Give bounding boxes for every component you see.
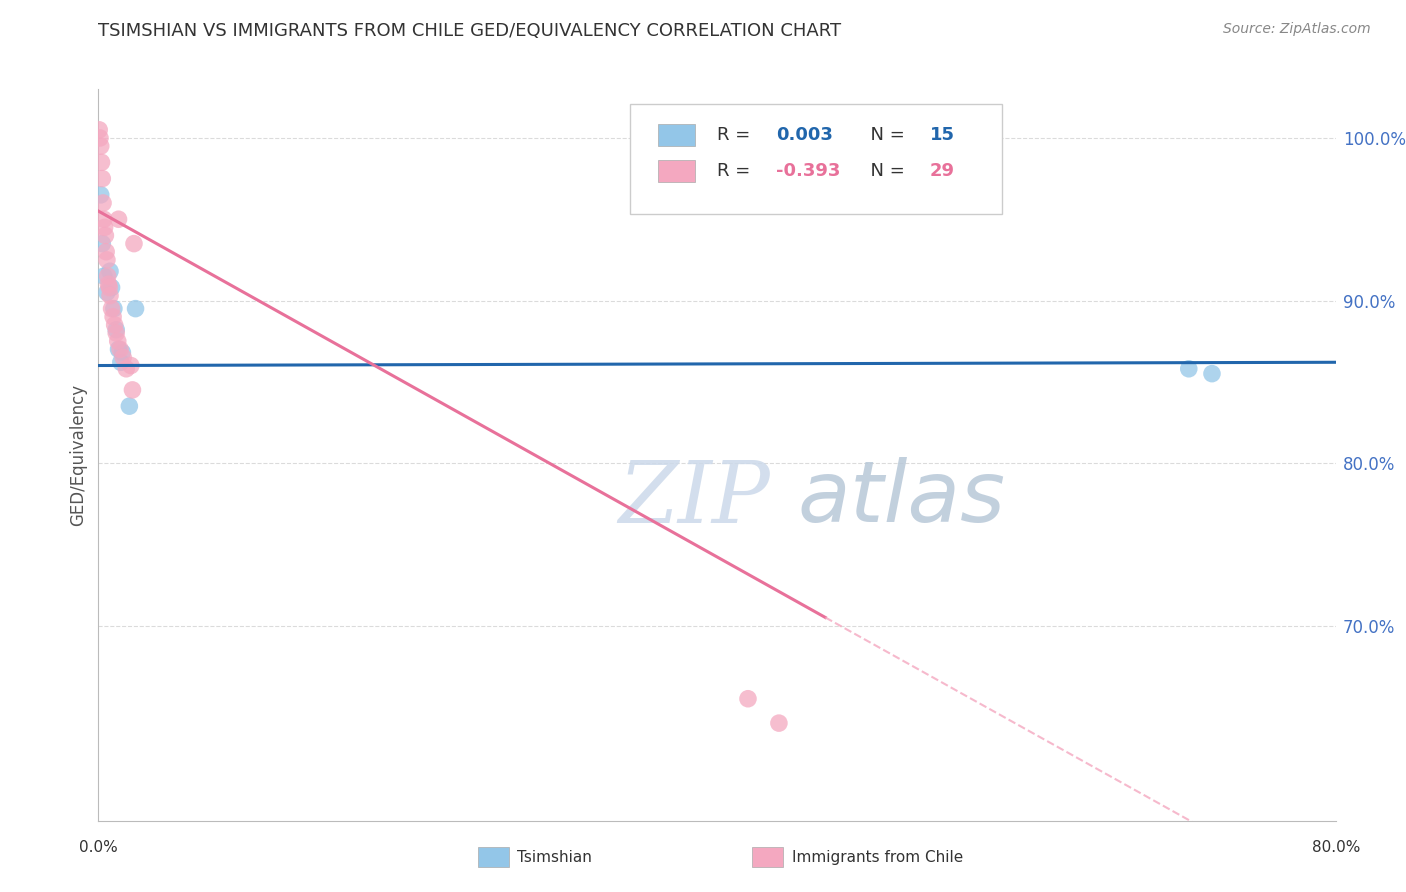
Point (103, 301, 125, 316)
Point (93, 269, 115, 284)
Text: R =: R = (717, 162, 756, 180)
Text: Source: ZipAtlas.com: Source: ZipAtlas.com (1223, 22, 1371, 37)
Point (96, 285, 118, 300)
Text: 15: 15 (929, 126, 955, 144)
Point (124, 301, 146, 316)
Point (91, 236, 114, 251)
Point (101, 310, 124, 324)
FancyBboxPatch shape (630, 103, 1001, 213)
Point (768, 716, 790, 731)
Point (120, 359, 142, 373)
Point (107, 343, 129, 357)
Point (98, 288, 121, 302)
Point (96, 244, 118, 259)
Point (91, 196, 114, 211)
Point (118, 399, 141, 413)
Point (1201, 367, 1223, 381)
Point (97, 269, 120, 284)
Point (115, 361, 138, 376)
Text: Immigrants from Chile: Immigrants from Chile (792, 850, 963, 864)
Point (90, 187, 112, 202)
Text: R =: R = (717, 126, 756, 144)
Point (89, 131, 111, 145)
Point (105, 323, 128, 337)
Point (111, 345, 134, 359)
Point (121, 383, 143, 397)
Point (89, 123, 111, 137)
Point (122, 236, 145, 251)
Point (107, 212, 129, 227)
Text: 80.0%: 80.0% (1312, 840, 1360, 855)
Text: atlas: atlas (797, 458, 1005, 541)
Point (90, 139, 112, 153)
Point (93, 220, 115, 235)
Point (97, 277, 120, 292)
Point (737, 691, 759, 706)
FancyBboxPatch shape (658, 124, 695, 145)
Point (100, 301, 122, 316)
Point (90, 155, 112, 169)
Point (98, 280, 121, 294)
Text: TSIMSHIAN VS IMMIGRANTS FROM CHILE GED/EQUIVALENCY CORRELATION CHART: TSIMSHIAN VS IMMIGRANTS FROM CHILE GED/E… (98, 22, 842, 40)
Point (98, 264, 121, 278)
Point (104, 318, 127, 332)
Point (1178, 361, 1201, 376)
Text: N =: N = (859, 162, 911, 180)
Text: -0.393: -0.393 (776, 162, 841, 180)
Point (94, 228, 117, 243)
Text: 29: 29 (929, 162, 955, 180)
Text: N =: N = (859, 126, 911, 144)
Point (112, 351, 135, 365)
Point (110, 355, 132, 369)
Text: 0.0%: 0.0% (79, 840, 118, 855)
Y-axis label: GED/Equivalency: GED/Equivalency (69, 384, 87, 526)
Point (93, 212, 115, 227)
Point (105, 326, 128, 340)
FancyBboxPatch shape (658, 161, 695, 182)
Point (96, 252, 118, 267)
Text: ZIP: ZIP (619, 458, 770, 541)
Text: 0.003: 0.003 (776, 126, 834, 144)
Text: Tsimshian: Tsimshian (517, 850, 592, 864)
Point (107, 334, 129, 348)
Point (108, 343, 131, 357)
Point (91, 171, 114, 186)
Point (100, 280, 122, 294)
